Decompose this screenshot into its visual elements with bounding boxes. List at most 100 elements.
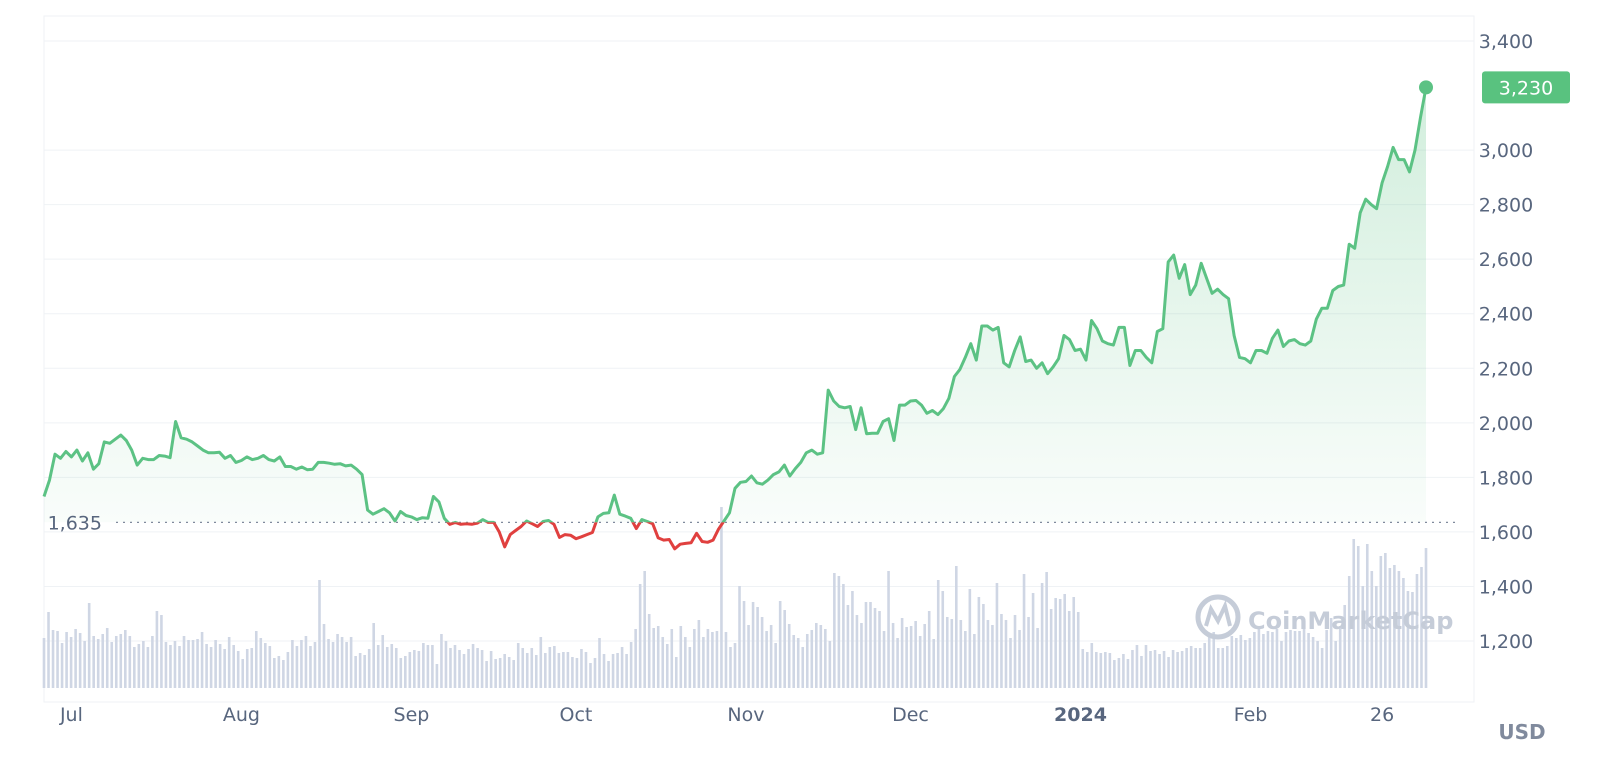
volume-bar bbox=[769, 625, 773, 688]
volume-bar bbox=[182, 636, 186, 688]
volume-bar bbox=[1076, 612, 1080, 688]
volume-bar bbox=[83, 641, 86, 688]
volume-bar bbox=[385, 647, 389, 688]
volume-bar bbox=[634, 629, 637, 688]
volume-bar bbox=[65, 632, 68, 688]
volume-bar bbox=[1167, 657, 1170, 688]
volume-bar bbox=[295, 646, 299, 688]
y-tick-label: 2,600 bbox=[1479, 249, 1533, 271]
x-tick-label: Oct bbox=[560, 704, 593, 726]
volume-bar bbox=[119, 634, 123, 688]
volume-bar bbox=[711, 632, 714, 688]
volume-bar bbox=[828, 641, 832, 688]
volume-bar bbox=[431, 645, 434, 688]
volume-bar bbox=[56, 631, 59, 688]
volume-bar bbox=[291, 640, 294, 688]
volume-bar bbox=[959, 620, 963, 688]
volume-bar bbox=[1185, 648, 1188, 688]
y-tick-label: 2,800 bbox=[1479, 195, 1533, 217]
volume-bar bbox=[453, 645, 457, 688]
volume-bar bbox=[250, 648, 254, 688]
volume-bar bbox=[209, 647, 213, 688]
y-tick-label: 3,000 bbox=[1479, 140, 1533, 162]
volume-bar bbox=[268, 646, 272, 688]
volume-bar bbox=[986, 620, 990, 688]
volume-bar bbox=[440, 634, 443, 688]
volume-bar bbox=[571, 657, 574, 688]
volume-bar bbox=[1225, 646, 1229, 688]
volume-bar bbox=[945, 617, 949, 688]
volume-bar bbox=[878, 611, 881, 688]
volume-bar bbox=[1022, 574, 1026, 688]
volume-bar bbox=[1253, 632, 1256, 688]
x-tick-label: Nov bbox=[727, 704, 764, 726]
volume-bar bbox=[187, 640, 190, 688]
volume-bar bbox=[507, 657, 511, 688]
volume-bar bbox=[1153, 650, 1157, 688]
volume-bar bbox=[363, 655, 366, 688]
volume-bar bbox=[873, 608, 877, 688]
volume-bar bbox=[259, 638, 263, 688]
volume-bar bbox=[625, 654, 628, 688]
volume-bar bbox=[864, 602, 868, 688]
volume-bar bbox=[1081, 649, 1085, 688]
volume-bar bbox=[982, 604, 985, 688]
y-tick-label: 1,600 bbox=[1479, 522, 1533, 544]
volume-bar bbox=[367, 649, 371, 688]
volume-bar bbox=[706, 629, 710, 688]
volume-bar bbox=[137, 644, 141, 688]
current-price-dot[interactable] bbox=[1419, 80, 1433, 95]
volume-bar bbox=[273, 658, 276, 688]
volume-bar bbox=[1113, 660, 1116, 688]
volume-bar bbox=[1122, 654, 1125, 688]
volume-bar bbox=[851, 591, 854, 688]
volume-bar bbox=[503, 654, 506, 688]
volume-bar bbox=[1108, 653, 1112, 688]
volume-bar bbox=[1316, 641, 1319, 688]
volume-bar bbox=[702, 637, 705, 688]
volume-bar bbox=[236, 651, 240, 688]
volume-bar bbox=[801, 647, 805, 688]
volume-bar bbox=[602, 654, 606, 688]
volume-bar bbox=[765, 631, 768, 688]
volume-bar bbox=[1058, 599, 1062, 688]
volume-bar bbox=[277, 656, 281, 688]
price-area-fill bbox=[44, 87, 1426, 523]
volume-bar bbox=[1230, 636, 1234, 688]
current-price-badge-bg bbox=[1482, 71, 1570, 104]
volume-bar bbox=[354, 656, 357, 688]
volume-bar bbox=[1239, 635, 1243, 688]
volume-bar bbox=[498, 658, 502, 688]
volume-bar bbox=[923, 624, 926, 688]
x-tick-label: Dec bbox=[892, 704, 929, 726]
volume-bar bbox=[652, 628, 656, 688]
volume-bar bbox=[1063, 594, 1066, 688]
volume-bar bbox=[720, 507, 723, 688]
volume-bar bbox=[693, 629, 696, 688]
volume-bar bbox=[805, 634, 809, 688]
volume-bar bbox=[191, 640, 195, 688]
volume-bar bbox=[480, 650, 484, 688]
x-tick-label: 26 bbox=[1370, 704, 1394, 726]
volume-bar bbox=[1329, 618, 1333, 688]
volume-bar bbox=[525, 653, 529, 688]
volume-bar bbox=[1104, 652, 1107, 688]
volume-bar bbox=[1009, 638, 1012, 688]
volume-bar bbox=[810, 630, 814, 688]
volume-bar bbox=[196, 639, 199, 688]
volume-bar bbox=[1244, 640, 1247, 688]
volume-bar bbox=[1207, 634, 1211, 688]
volume-bar bbox=[778, 601, 782, 688]
volume-bar bbox=[679, 626, 683, 688]
volume-bar bbox=[1320, 648, 1324, 688]
volume-bar bbox=[1352, 539, 1356, 688]
volume-bar bbox=[1176, 652, 1179, 688]
watermark-wave-icon bbox=[1204, 600, 1232, 627]
volume-bar bbox=[1013, 615, 1017, 688]
volume-bar bbox=[1040, 583, 1044, 688]
volume-bar bbox=[1375, 586, 1378, 688]
volume-bar bbox=[178, 646, 181, 688]
volume-bar bbox=[747, 625, 750, 688]
